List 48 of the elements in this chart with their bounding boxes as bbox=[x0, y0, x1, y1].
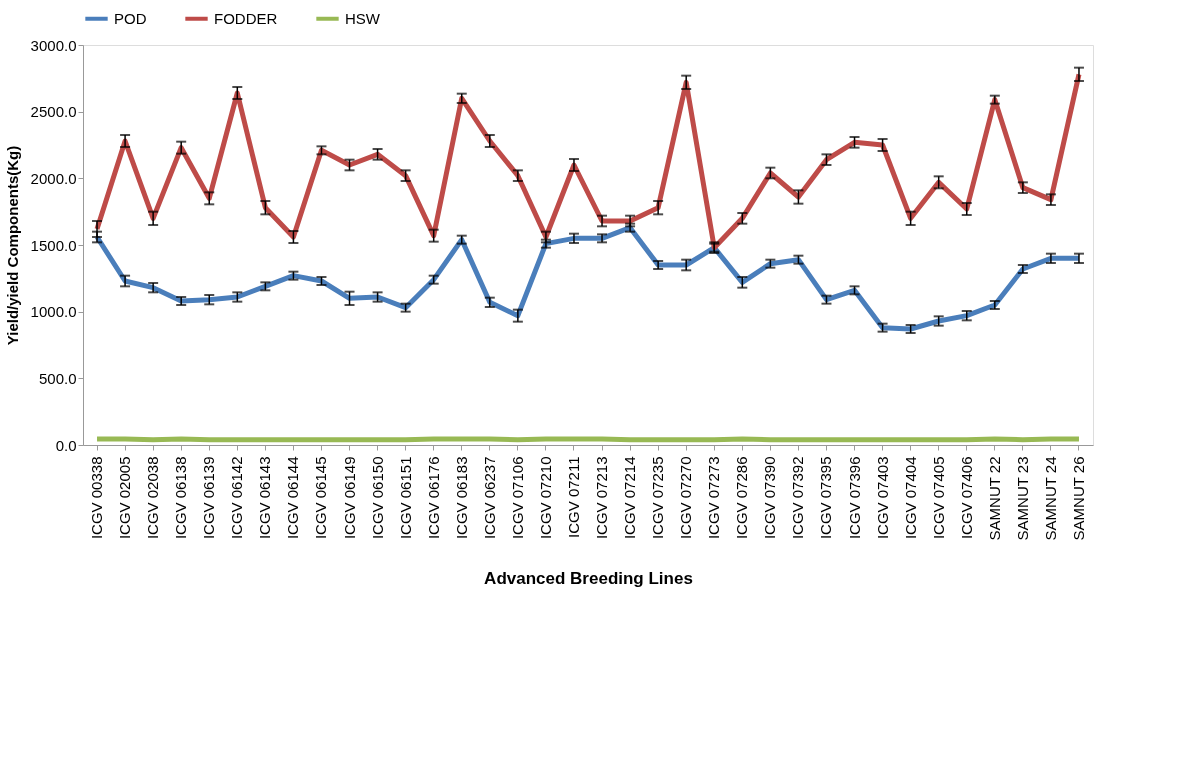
x-tick-label: ICGV 07406 bbox=[957, 456, 975, 540]
y-tick-label: 2000.0 bbox=[30, 169, 77, 187]
x-tick-label: ICGV 07286 bbox=[733, 456, 751, 540]
y-tick-label: 3000.0 bbox=[30, 36, 77, 54]
x-tick-label: SAMNUT 22 bbox=[985, 456, 1003, 541]
x-tick-label: ICGV 07106 bbox=[508, 456, 526, 540]
x-axis-title: Advanced Breeding Lines bbox=[484, 568, 693, 588]
x-tick-label: ICGV 07403 bbox=[873, 456, 891, 540]
x-tick-label: ICGV 02038 bbox=[144, 456, 162, 540]
x-tick-label: ICGV 07405 bbox=[929, 456, 947, 540]
x-tick-label: ICGV 06176 bbox=[424, 456, 442, 540]
x-tick-label: ICGV 06150 bbox=[368, 456, 386, 540]
x-tick-label: ICGV 07396 bbox=[845, 456, 863, 540]
x-tick-label: ICGV 07392 bbox=[789, 456, 807, 540]
x-tick-label: ICGV 00338 bbox=[88, 456, 106, 540]
x-tick-label: ICGV 06144 bbox=[284, 456, 302, 540]
x-tick-label: ICGV 06139 bbox=[200, 456, 218, 540]
x-tick-label: ICGV 06237 bbox=[480, 456, 498, 540]
x-tick-label: ICGV 07404 bbox=[901, 456, 919, 540]
x-tick-label: ICGV 06142 bbox=[228, 456, 246, 540]
x-tick-label: ICGV 07211 bbox=[564, 456, 582, 538]
y-tick-label: 1000.0 bbox=[30, 303, 77, 321]
legend-label: HSW bbox=[345, 9, 381, 27]
x-tick-label: ICGV 07273 bbox=[705, 456, 723, 540]
x-tick-label: ICGV 06149 bbox=[340, 456, 358, 540]
x-tick-label: ICGV 06145 bbox=[312, 456, 330, 540]
x-tick-label: SAMNUT 24 bbox=[1041, 456, 1059, 541]
y-tick-label: 1500.0 bbox=[30, 236, 77, 254]
x-tick-label: ICGV 07235 bbox=[649, 456, 667, 540]
y-tick-label: 0.0 bbox=[55, 436, 77, 454]
y-axis-title: Yield/yield Components(Kg) bbox=[3, 145, 21, 346]
x-tick-label: ICGV 06183 bbox=[452, 456, 470, 540]
x-tick-label: SAMNUT 23 bbox=[1013, 456, 1031, 541]
y-tick-label: 500.0 bbox=[38, 369, 77, 387]
x-tick-label: ICGV 07210 bbox=[536, 456, 554, 540]
x-tick-label: ICGV 02005 bbox=[116, 456, 134, 540]
x-tick-label: ICGV 07390 bbox=[761, 456, 779, 540]
x-tick-label: ICGV 07395 bbox=[817, 456, 835, 540]
x-tick-label: ICGV 07270 bbox=[677, 456, 695, 540]
legend-label: FODDER bbox=[214, 9, 278, 27]
legend-label: POD bbox=[114, 9, 147, 27]
x-tick-label: ICGV 06143 bbox=[256, 456, 274, 540]
y-tick-label: 2500.0 bbox=[30, 103, 77, 121]
x-tick-label: SAMNUT 26 bbox=[1069, 456, 1087, 541]
x-tick-label: ICGV 07214 bbox=[621, 456, 639, 540]
x-tick-label: ICGV 06138 bbox=[172, 456, 190, 540]
x-tick-label: ICGV 07213 bbox=[593, 456, 611, 540]
x-tick-label: ICGV 06151 bbox=[396, 456, 414, 540]
